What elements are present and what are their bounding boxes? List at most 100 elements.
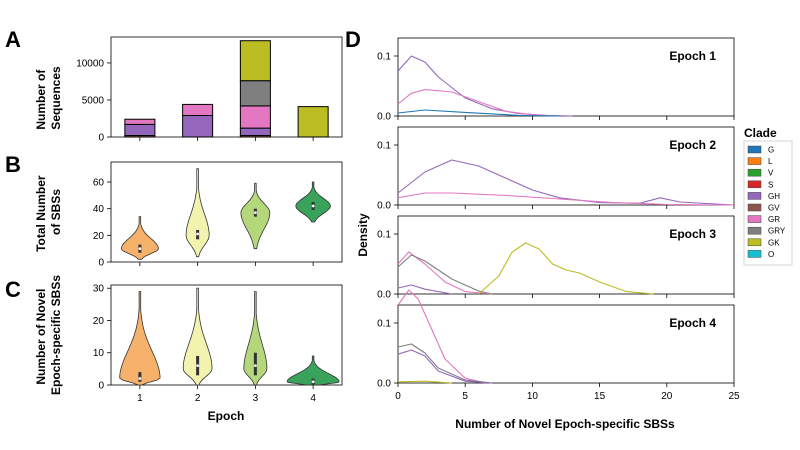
panel-b-violin bbox=[185, 168, 210, 258]
panel-d-subplot-frame bbox=[397, 126, 735, 206]
panel-d-xtick-label: 10 bbox=[527, 391, 539, 402]
density-line-gr bbox=[397, 192, 735, 206]
legend-swatch-s bbox=[747, 180, 762, 189]
panel-d-xtick-label: 15 bbox=[594, 391, 606, 402]
panel-d-ytick-label: 0.1 bbox=[377, 319, 391, 330]
panel-c-ylabel: Number of Novel Epoch-specific SBSs bbox=[34, 275, 63, 395]
panel-d-xtick-label: 0 bbox=[395, 391, 401, 402]
panel-c-median-dot bbox=[196, 364, 200, 368]
legend-label-gh: GH bbox=[768, 192, 780, 201]
panel-c-ytick-label: 0 bbox=[98, 381, 104, 392]
panel-c-ytick-label: 10 bbox=[93, 348, 105, 359]
legend-swatch-v bbox=[747, 168, 762, 177]
panel-b-median-dot bbox=[138, 247, 142, 251]
panel-d-xlabel: Number of Novel Epoch-specific SBSs bbox=[455, 417, 675, 431]
density-line-g bbox=[397, 109, 560, 117]
density-line-gr bbox=[397, 89, 560, 117]
panel-d-xtick-label: 5 bbox=[462, 391, 468, 402]
panel-b-median-dot bbox=[311, 204, 315, 208]
panel-d-ytick-label: 0.0 bbox=[377, 379, 391, 390]
panel-c-median-dot bbox=[253, 364, 257, 368]
epoch-title: Epoch 3 bbox=[669, 227, 716, 241]
panel-c-violin bbox=[286, 355, 340, 386]
legend-label-gv: GV bbox=[768, 204, 780, 213]
panel-d-ytick-label: 0.0 bbox=[377, 112, 391, 123]
density-line-gh bbox=[397, 55, 573, 117]
panel-d-density: Density Number of Novel Epoch-specific S… bbox=[356, 37, 740, 431]
epoch-title: Epoch 2 bbox=[669, 138, 716, 152]
legend-label-gr: GR bbox=[768, 215, 780, 224]
panel-a-ytick-label: 5000 bbox=[82, 95, 105, 106]
panel-a-stacked-bar: Number of Sequences 0 5000 10000 bbox=[34, 36, 343, 144]
bar-segment-gh bbox=[182, 115, 214, 138]
panel-a-ytick-label: 0 bbox=[98, 133, 104, 144]
legend-swatch-gr bbox=[747, 215, 762, 223]
panel-d-ylabel: Density bbox=[356, 213, 370, 257]
bar-segment-gk bbox=[297, 106, 329, 138]
density-line-gh bbox=[397, 159, 735, 206]
panel-b-ytick-label: 0 bbox=[98, 258, 104, 269]
density-line-gh bbox=[397, 284, 452, 295]
legend-label-gry: GRY bbox=[768, 227, 786, 236]
panel-d-xtick-label: 20 bbox=[661, 391, 673, 402]
panel-c-frame bbox=[110, 284, 343, 386]
legend-swatch-gk bbox=[747, 238, 762, 247]
panel-b-median-dot bbox=[196, 232, 200, 236]
panel-b-ytick-label: 40 bbox=[93, 204, 105, 215]
legend-label-l: L bbox=[768, 157, 773, 166]
panel-c-median-dot bbox=[138, 377, 142, 380]
panel-b-ylabel: Total Number of SBSs bbox=[34, 172, 63, 252]
density-line-gr bbox=[397, 251, 493, 295]
panel-d-ytick-label: 0.0 bbox=[377, 290, 391, 301]
panel-label-c: C bbox=[5, 277, 21, 302]
legend-label-o: O bbox=[768, 250, 774, 259]
legend-swatch-gh bbox=[747, 192, 762, 200]
panel-d-xtick-label: 25 bbox=[728, 391, 740, 402]
legend-swatch-gv bbox=[747, 203, 762, 212]
panel-b-ytick-label: 60 bbox=[93, 178, 105, 189]
panel-label-d: D bbox=[345, 27, 361, 52]
legend-label-gk: GK bbox=[768, 238, 780, 247]
panel-a-ytick-label: 10000 bbox=[76, 58, 104, 69]
bar-segment-gh bbox=[124, 123, 156, 137]
panel-b-ytick-label: 20 bbox=[93, 231, 105, 242]
bar-segment-gh bbox=[239, 127, 271, 137]
legend-swatch-gry bbox=[747, 226, 762, 235]
bar-segment-gr bbox=[182, 103, 214, 117]
panel-d-subplot-frame bbox=[397, 304, 735, 384]
bar-segment-gk bbox=[239, 40, 271, 82]
density-line-gh bbox=[397, 349, 493, 384]
panel-c-xtick-label: 3 bbox=[253, 393, 259, 404]
legend-swatch-g bbox=[747, 145, 762, 154]
epoch-title: Epoch 4 bbox=[669, 316, 716, 330]
legend-label-v: V bbox=[768, 169, 774, 178]
panel-c-violin bbox=[182, 287, 213, 386]
panel-b-violin bbox=[120, 216, 159, 260]
panel-label-a: A bbox=[5, 27, 21, 52]
panel-label-b: B bbox=[5, 152, 21, 177]
legend-title: Clade bbox=[744, 126, 777, 140]
density-line-gk bbox=[397, 380, 452, 384]
panel-b-frame bbox=[110, 161, 343, 263]
panel-a-frame bbox=[110, 36, 343, 138]
panel-c-xtick-label: 4 bbox=[310, 393, 316, 404]
panel-d-ytick-label: 0.1 bbox=[377, 230, 391, 241]
epoch-title: Epoch 1 bbox=[669, 49, 716, 63]
panel-a-ylabel: Number of Sequences bbox=[34, 66, 63, 130]
panel-c-ytick-label: 20 bbox=[93, 316, 105, 327]
panel-c-violin: Number of Novel Epoch-specific SBSs Epoc… bbox=[34, 275, 343, 423]
density-line-gk bbox=[478, 242, 654, 295]
panel-c-xtick-label: 2 bbox=[195, 393, 201, 404]
bar-segment-gr bbox=[124, 118, 156, 125]
panel-c-violin bbox=[119, 291, 161, 386]
density-line-gry bbox=[397, 343, 493, 384]
panel-c-ytick-label: 30 bbox=[93, 284, 105, 295]
bar-segment-gry bbox=[239, 80, 271, 107]
legend-label-s: S bbox=[768, 180, 773, 189]
panel-c-xtick-label: 1 bbox=[137, 393, 143, 404]
legend-swatch-o bbox=[747, 250, 762, 258]
panel-d-subplot-frame bbox=[397, 215, 735, 295]
bar-segment-gr bbox=[239, 105, 271, 129]
